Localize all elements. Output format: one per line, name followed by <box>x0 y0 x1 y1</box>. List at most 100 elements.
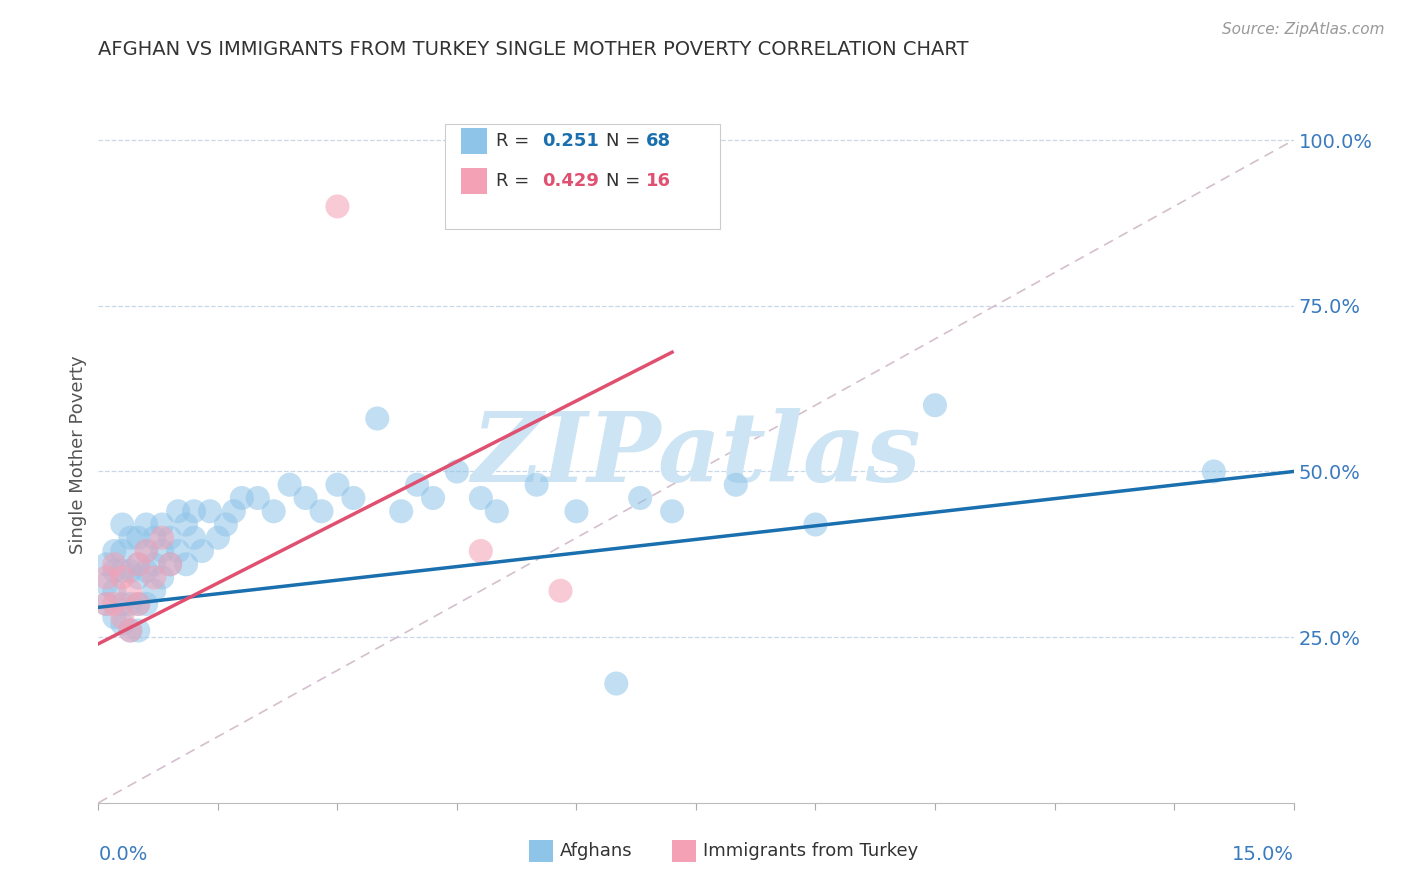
Point <box>406 477 429 491</box>
Point <box>120 564 142 578</box>
Bar <box>461 168 486 194</box>
Point <box>231 491 253 505</box>
Point <box>485 504 508 518</box>
Point <box>135 564 157 578</box>
Point <box>159 558 181 572</box>
Point <box>724 477 747 491</box>
Point <box>207 531 229 545</box>
Point <box>311 504 333 518</box>
Point <box>120 531 142 545</box>
Point <box>191 544 214 558</box>
Bar <box>461 128 486 154</box>
Y-axis label: Single Mother Poverty: Single Mother Poverty <box>69 356 87 554</box>
Point <box>645 193 668 207</box>
Text: N =: N = <box>606 132 647 150</box>
Point <box>150 570 173 584</box>
Point <box>150 531 173 545</box>
Point <box>143 558 166 572</box>
Point <box>183 531 205 545</box>
Point <box>135 544 157 558</box>
Point <box>150 544 173 558</box>
Point <box>215 517 238 532</box>
Point <box>143 531 166 545</box>
Point <box>446 465 468 479</box>
Point <box>96 597 118 611</box>
Point <box>120 597 142 611</box>
Point <box>174 558 197 572</box>
Point <box>111 564 134 578</box>
Text: 0.429: 0.429 <box>541 172 599 190</box>
Text: 16: 16 <box>645 172 671 190</box>
Point <box>326 477 349 491</box>
Point <box>103 544 125 558</box>
Point <box>246 491 269 505</box>
Text: 15.0%: 15.0% <box>1232 845 1294 863</box>
Point <box>127 597 149 611</box>
Point <box>96 558 118 572</box>
Point <box>167 544 190 558</box>
Text: 0.0%: 0.0% <box>98 845 148 863</box>
Point <box>924 398 946 412</box>
Bar <box>529 839 553 862</box>
Point <box>278 477 301 491</box>
Point <box>342 491 364 505</box>
Point <box>111 544 134 558</box>
Text: N =: N = <box>606 172 647 190</box>
Point <box>628 491 651 505</box>
Point <box>135 544 157 558</box>
Point <box>263 504 285 518</box>
Point <box>143 583 166 598</box>
Point <box>183 504 205 518</box>
Point <box>565 504 588 518</box>
Text: R =: R = <box>496 172 536 190</box>
Point <box>120 624 142 638</box>
Point <box>111 597 134 611</box>
Point <box>127 558 149 572</box>
Point <box>127 624 149 638</box>
Point <box>127 597 149 611</box>
Point <box>96 570 118 584</box>
Point <box>222 504 245 518</box>
Point <box>470 491 492 505</box>
Point <box>167 504 190 518</box>
Point <box>1202 465 1225 479</box>
Text: ZIPatlas: ZIPatlas <box>471 408 921 502</box>
Point <box>127 531 149 545</box>
Text: AFGHAN VS IMMIGRANTS FROM TURKEY SINGLE MOTHER POVERTY CORRELATION CHART: AFGHAN VS IMMIGRANTS FROM TURKEY SINGLE … <box>98 40 969 59</box>
Point <box>294 491 316 505</box>
Point <box>135 517 157 532</box>
Point <box>103 564 125 578</box>
Text: Source: ZipAtlas.com: Source: ZipAtlas.com <box>1222 22 1385 37</box>
Point <box>150 517 173 532</box>
Text: Immigrants from Turkey: Immigrants from Turkey <box>703 842 918 860</box>
Point <box>661 504 683 518</box>
Point <box>111 610 134 624</box>
FancyBboxPatch shape <box>446 124 720 229</box>
Text: 68: 68 <box>645 132 671 150</box>
Point <box>366 411 388 425</box>
Point <box>120 583 142 598</box>
Point <box>103 610 125 624</box>
Point <box>326 199 349 213</box>
Point <box>159 531 181 545</box>
Point <box>103 597 125 611</box>
Point <box>127 558 149 572</box>
Point <box>605 676 627 690</box>
Point <box>159 558 181 572</box>
Point <box>422 491 444 505</box>
Point <box>470 544 492 558</box>
Point <box>96 597 118 611</box>
Point <box>135 597 157 611</box>
Point <box>120 624 142 638</box>
Point <box>111 570 134 584</box>
Point <box>389 504 412 518</box>
Point <box>103 583 125 598</box>
Point <box>526 477 548 491</box>
Point <box>143 570 166 584</box>
Text: 0.251: 0.251 <box>541 132 599 150</box>
Point <box>550 583 572 598</box>
Point <box>127 570 149 584</box>
Text: R =: R = <box>496 132 536 150</box>
Point <box>103 558 125 572</box>
Text: Afghans: Afghans <box>560 842 633 860</box>
